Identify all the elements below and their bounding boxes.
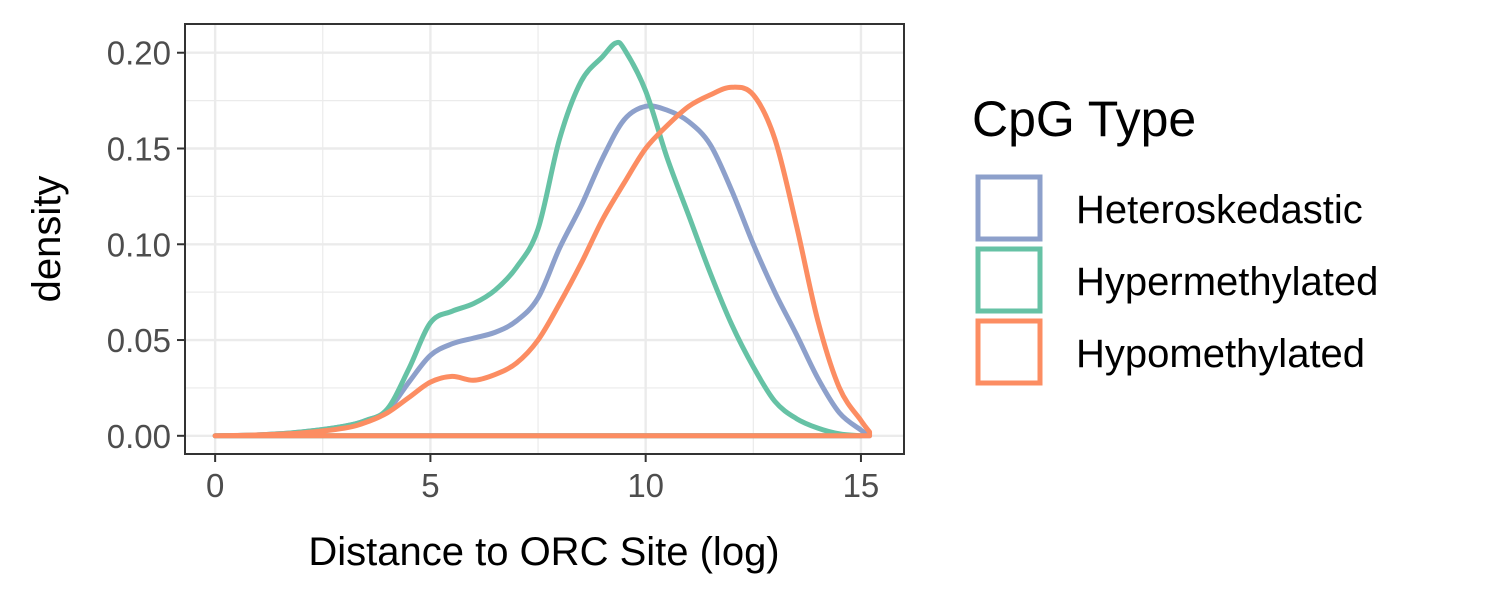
x-tick-label: 15 xyxy=(843,467,880,504)
axis-ticks: 0 5 10 15 0.00 0.05 0.10 0.15 0.20 xyxy=(107,35,880,504)
y-tick-label: 0.20 xyxy=(107,35,171,72)
legend-label-hypermethylated: Hypermethylated xyxy=(1076,260,1378,304)
y-tick-label: 0.05 xyxy=(107,322,171,359)
legend-items: Heteroskedastic Hypermethylated Hypomethyl… xyxy=(975,174,1378,386)
x-tick-label: 5 xyxy=(421,467,439,504)
legend-key-hypermethylated xyxy=(975,246,1043,314)
x-axis-title: Distance to ORC Site (log) xyxy=(308,530,779,574)
legend-key-hypomethylated xyxy=(975,318,1043,386)
legend: CpG Type HeteroskedasticHypermethylatedH… xyxy=(972,91,1378,386)
legend-label-hypomethylated: Hypomethylated xyxy=(1076,332,1365,376)
y-axis-title: density xyxy=(25,176,69,303)
plot-border xyxy=(184,23,905,455)
density-curve-hypomethylated xyxy=(212,84,873,439)
plot-panel xyxy=(185,24,904,454)
y-tick-label: 0.00 xyxy=(107,418,171,455)
legend-title: CpG Type xyxy=(972,91,1196,147)
density-curves xyxy=(212,39,873,439)
x-tick-label: 0 xyxy=(206,467,224,504)
y-tick-label: 0.10 xyxy=(107,226,171,263)
x-tick-label: 10 xyxy=(627,467,664,504)
legend-key-heteroskedastic xyxy=(975,174,1043,242)
y-tick-label: 0.15 xyxy=(107,130,171,167)
legend-label-heteroskedastic: Heteroskedastic xyxy=(1076,188,1363,232)
